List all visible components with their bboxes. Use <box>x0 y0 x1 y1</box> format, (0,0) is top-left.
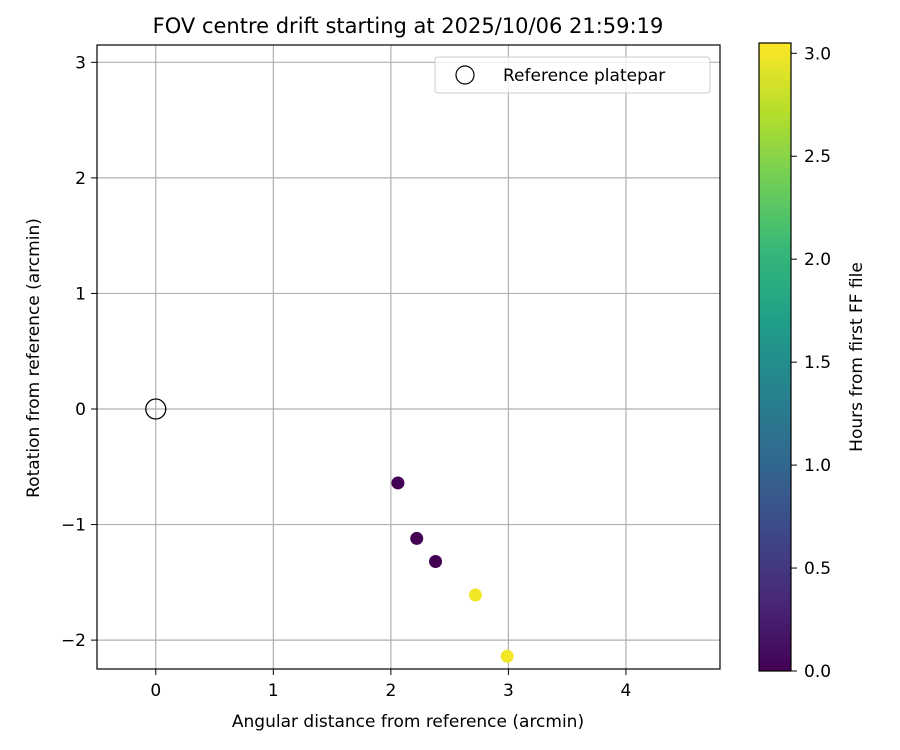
x-tick-label: 2 <box>385 681 396 701</box>
colorbar-tick-label: 2.0 <box>804 250 831 270</box>
y-axis-label: Rotation from reference (arcmin) <box>24 218 44 498</box>
colorbar-gradient <box>758 42 792 672</box>
data-point <box>429 555 443 569</box>
chart-title: FOV centre drift starting at 2025/10/06 … <box>153 14 664 38</box>
data-points <box>145 398 514 663</box>
colorbar: 0.0 0.5 1.0 1.5 2.0 2.5 3.0 <box>758 42 831 682</box>
colorbar-tick-label: 0.0 <box>804 662 831 682</box>
data-point <box>469 588 483 602</box>
data-point <box>410 531 424 545</box>
reference-marker <box>145 398 167 420</box>
colorbar-tick-label: 2.5 <box>804 147 831 167</box>
colorbar-tick-label: 1.5 <box>804 353 831 373</box>
plot-frame <box>96 44 721 670</box>
y-tick-label: 1 <box>75 284 86 304</box>
y-tick-label: 0 <box>75 400 86 420</box>
colorbar-tick-label: 3.0 <box>804 44 831 64</box>
legend-reference-marker <box>455 65 475 85</box>
colorbar-tick-label: 1.0 <box>804 456 831 476</box>
x-tick-label: 4 <box>621 681 632 701</box>
x-tick-label: 1 <box>268 681 279 701</box>
axis-ticks: 0 1 2 3 4 −2 −1 0 1 2 3 <box>61 53 631 701</box>
data-point <box>391 476 405 490</box>
y-tick-label: −1 <box>61 516 86 536</box>
data-point <box>500 649 514 663</box>
colorbar-tick-label: 0.5 <box>804 559 831 579</box>
grid <box>97 45 720 669</box>
y-tick-label: 2 <box>75 169 86 189</box>
colorbar-label: Hours from first FF file <box>847 262 867 452</box>
y-tick-label: 3 <box>75 53 86 73</box>
legend: Reference platepar <box>434 56 711 94</box>
legend-box <box>434 56 711 94</box>
x-tick-label: 0 <box>150 681 161 701</box>
x-axis-label: Angular distance from reference (arcmin) <box>232 712 584 732</box>
x-tick-label: 3 <box>503 681 514 701</box>
legend-label: Reference platepar <box>503 66 665 86</box>
y-tick-label: −2 <box>61 631 86 651</box>
